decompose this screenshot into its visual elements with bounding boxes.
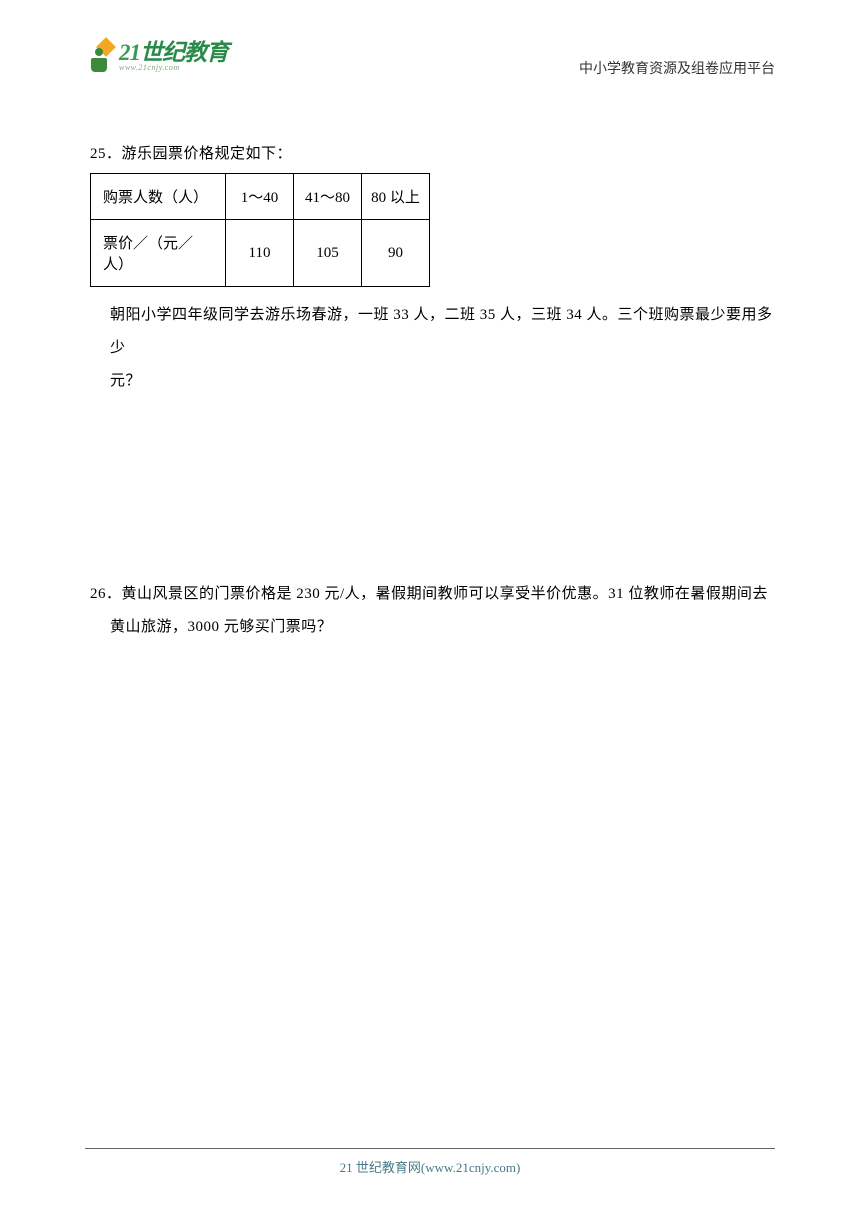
problem-26: 26．黄山风景区的门票价格是 230 元/人，暑假期间教师可以享受半价优惠。31… bbox=[90, 578, 775, 644]
price-table: 购票人数（人） 1～40 41～80 80 以上 票价／（元／人） 110 10… bbox=[90, 173, 430, 287]
table-cell: 1～40 bbox=[226, 174, 294, 220]
content-area: 25．游乐园票价格规定如下： 购票人数（人） 1～40 41～80 80 以上 … bbox=[85, 138, 775, 644]
logo-url: www.21cnjy.com bbox=[119, 63, 228, 72]
header-platform-text: 中小学教育资源及组卷应用平台 bbox=[579, 58, 775, 78]
problem-26-body-line2: 黄山旅游，3000 元够买门票吗？ bbox=[90, 611, 775, 644]
problem-26-number: 26 bbox=[90, 586, 106, 602]
table-cell: 110 bbox=[226, 220, 294, 287]
problem-25: 25．游乐园票价格规定如下： 购票人数（人） 1～40 41～80 80 以上 … bbox=[90, 138, 775, 398]
footer-prefix: 21 bbox=[340, 1160, 353, 1175]
problem-25-body: 朝阳小学四年级同学去游乐场春游，一班 33 人，二班 35 人，三班 34 人。… bbox=[90, 299, 775, 398]
problem-26-body-line1: ．黄山风景区的门票价格是 230 元/人，暑假期间教师可以享受半价优惠。31 位… bbox=[106, 586, 768, 602]
page-container: 21世纪教育 www.21cnjy.com 中小学教育资源及组卷应用平台 25．… bbox=[0, 0, 860, 1216]
problem-25-intro-text: ．游乐园票价格规定如下： bbox=[106, 146, 292, 162]
logo-person-icon bbox=[89, 48, 109, 72]
page-header: 21世纪教育 www.21cnjy.com 中小学教育资源及组卷应用平台 bbox=[85, 40, 775, 78]
logo-number: 21 bbox=[119, 40, 140, 65]
logo-brand-text: 世纪教育 bbox=[140, 40, 228, 65]
problem-25-body-line2: 元？ bbox=[110, 365, 775, 398]
footer-divider bbox=[85, 1148, 775, 1149]
problem-25-number: 25 bbox=[90, 146, 106, 162]
footer-text: 21 世纪教育网(www.21cnjy.com) bbox=[85, 1157, 775, 1176]
footer-site-text: 世纪教育网(www.21cnjy.com) bbox=[353, 1160, 521, 1175]
table-cell: 105 bbox=[294, 220, 362, 287]
page-footer: 21 世纪教育网(www.21cnjy.com) bbox=[85, 1148, 775, 1176]
table-cell: 41～80 bbox=[294, 174, 362, 220]
problem-25-body-line1: 朝阳小学四年级同学去游乐场春游，一班 33 人，二班 35 人，三班 34 人。… bbox=[110, 299, 775, 365]
problem-26-line1: 26．黄山风景区的门票价格是 230 元/人，暑假期间教师可以享受半价优惠。31… bbox=[90, 578, 775, 611]
problem-26-body: 26．黄山风景区的门票价格是 230 元/人，暑假期间教师可以享受半价优惠。31… bbox=[90, 578, 775, 644]
problem-25-intro: 25．游乐园票价格规定如下： bbox=[90, 138, 775, 171]
logo-icon bbox=[85, 40, 117, 72]
table-cell: 90 bbox=[362, 220, 430, 287]
logo-text-wrapper: 21世纪教育 www.21cnjy.com bbox=[119, 41, 228, 72]
table-cell: 80 以上 bbox=[362, 174, 430, 220]
logo-main-text: 21世纪教育 bbox=[119, 41, 228, 64]
table-row: 购票人数（人） 1～40 41～80 80 以上 bbox=[91, 174, 430, 220]
site-logo: 21世纪教育 www.21cnjy.com bbox=[85, 40, 228, 72]
table-row1-label: 购票人数（人） bbox=[91, 174, 226, 220]
table-row2-label: 票价／（元／人） bbox=[91, 220, 226, 287]
table-row: 票价／（元／人） 110 105 90 bbox=[91, 220, 430, 287]
